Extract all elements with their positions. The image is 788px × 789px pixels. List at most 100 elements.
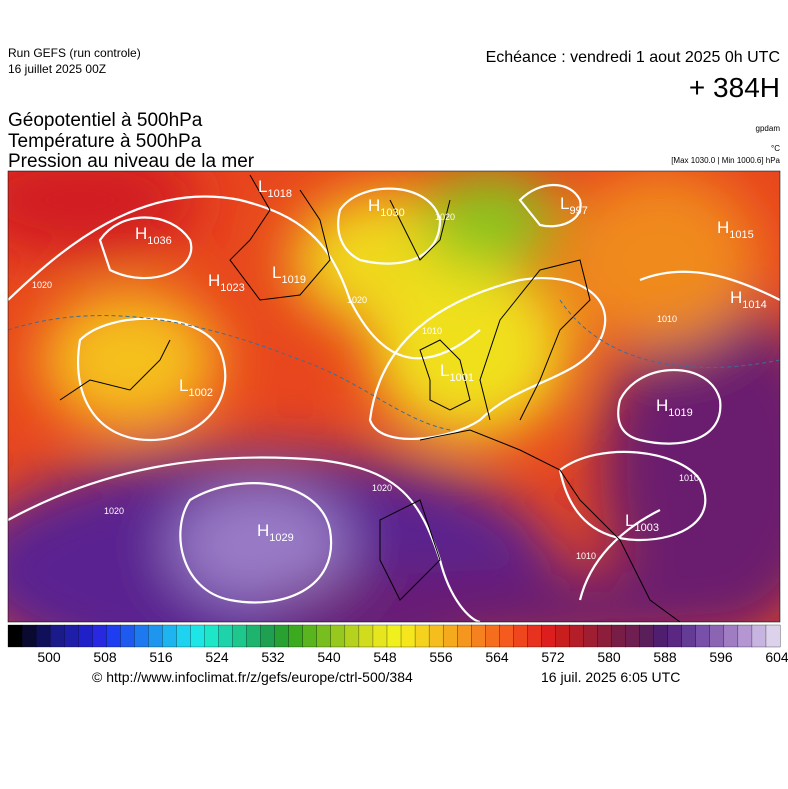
pressure-center: H1019 bbox=[656, 396, 693, 419]
colorbar-swatch bbox=[471, 624, 486, 648]
colorbar-swatch bbox=[92, 624, 107, 648]
colorbar-tick-label: 508 bbox=[93, 649, 117, 665]
colorbar-swatch bbox=[78, 624, 93, 648]
colorbar-swatch bbox=[148, 624, 163, 648]
colorbar-swatch bbox=[330, 624, 346, 648]
colorbar-tick-label: 564 bbox=[485, 649, 509, 665]
colorbar-tick-label: 596 bbox=[709, 649, 733, 665]
colorbar-swatch bbox=[428, 624, 444, 648]
colorbar-swatch bbox=[106, 624, 121, 648]
colorbar-tick-label: 588 bbox=[653, 649, 677, 665]
colorbar-tick-label: 532 bbox=[261, 649, 285, 665]
run-label: Run GEFS (run controle) bbox=[8, 46, 141, 60]
colorbar-swatch bbox=[49, 624, 65, 648]
colorbar-tick-label: 548 bbox=[373, 649, 397, 665]
colorbar-swatch bbox=[218, 624, 234, 648]
colorbar-swatch bbox=[583, 624, 598, 648]
colorbar-swatch bbox=[260, 624, 276, 648]
isobar-label: 1010 bbox=[576, 551, 596, 561]
colorbar-swatch bbox=[7, 624, 23, 648]
colorbar-swatch bbox=[442, 624, 458, 648]
valid-time: Echéance : vendredi 1 aout 2025 0h UTC bbox=[486, 49, 780, 66]
colorbar-swatch bbox=[597, 624, 613, 648]
colorbar: 500 508 516 524 532 540 548 556 564 572 580 588 596 6… bbox=[7, 624, 788, 665]
colorbar-swatch bbox=[288, 624, 304, 648]
colorbar-swatch bbox=[414, 624, 430, 648]
colorbar-swatch bbox=[485, 624, 500, 648]
pressure-center: L1003 bbox=[625, 511, 659, 534]
generated-time: 16 juil. 2025 6:05 UTC bbox=[541, 669, 680, 685]
pressure-center: H1030 bbox=[368, 196, 405, 219]
colorbar-swatch bbox=[709, 624, 725, 648]
colorbar-swatch bbox=[21, 624, 37, 648]
map: H1036 L1018 H1030 L997 H1015 H1023 L1019… bbox=[8, 171, 780, 622]
colorbar-swatch bbox=[555, 624, 570, 648]
colorbar-swatch bbox=[63, 624, 79, 648]
colorbar-swatch bbox=[204, 624, 219, 648]
colorbar-swatch bbox=[569, 624, 584, 648]
colorbar-swatch bbox=[302, 624, 318, 648]
colorbar-tick-label: 580 bbox=[597, 649, 621, 665]
colorbar-swatch bbox=[639, 624, 655, 648]
colorbar-swatch bbox=[400, 624, 416, 648]
colorbar-swatch bbox=[344, 624, 360, 648]
isobar-label: 1010 bbox=[422, 326, 442, 336]
colorbar-swatch bbox=[751, 624, 767, 648]
unit-label: °C bbox=[771, 144, 780, 153]
colorbar-swatch bbox=[625, 624, 641, 648]
unit-label: [Max 1030.0 | Min 1000.6] hPa bbox=[671, 156, 780, 165]
pressure-center: H1023 bbox=[208, 271, 245, 294]
unit-label: gpdam bbox=[756, 124, 781, 133]
pressure-center: L1001 bbox=[440, 361, 474, 384]
colorbar-tick-label: 500 bbox=[37, 649, 61, 665]
colorbar-swatch bbox=[499, 624, 514, 648]
temperature-field bbox=[8, 171, 780, 622]
colorbar-swatch bbox=[120, 624, 135, 648]
colorbar-swatch bbox=[232, 624, 248, 648]
colorbar-tick-label: 604 bbox=[765, 649, 788, 665]
colorbar-swatch bbox=[457, 624, 472, 648]
colorbar-swatch bbox=[134, 624, 149, 648]
pressure-center: H1014 bbox=[730, 288, 767, 311]
title: Géopotentiel à 500hPa bbox=[8, 110, 203, 131]
isobar-label: 1020 bbox=[32, 280, 52, 290]
pressure-center: H1015 bbox=[717, 218, 754, 241]
run-date: 16 juillet 2025 00Z bbox=[8, 62, 106, 76]
colorbar-swatch bbox=[386, 624, 402, 648]
colorbar-swatch bbox=[316, 624, 332, 648]
isobar-label: 1020 bbox=[435, 212, 455, 222]
isobar-label: 1010 bbox=[679, 473, 699, 483]
colorbar-swatch bbox=[372, 624, 388, 648]
colorbar-swatch bbox=[765, 624, 781, 648]
colorbar-swatch bbox=[681, 624, 697, 648]
colorbar-swatch bbox=[723, 624, 739, 648]
pressure-center: L997 bbox=[560, 194, 588, 217]
colorbar-swatch bbox=[190, 624, 205, 648]
colorbar-swatch bbox=[274, 624, 290, 648]
title: Température à 500hPa bbox=[8, 131, 202, 152]
isobar-label: 1020 bbox=[372, 483, 392, 493]
colorbar-swatch bbox=[513, 624, 528, 648]
colorbar-tick-label: 524 bbox=[205, 649, 229, 665]
colorbar-tick-label: 572 bbox=[541, 649, 565, 665]
coastlines bbox=[59, 174, 681, 622]
colorbar-swatch bbox=[737, 624, 753, 648]
isobar-label: 1020 bbox=[347, 295, 367, 305]
map-frame bbox=[7, 170, 781, 623]
pressure-center: L1002 bbox=[179, 376, 213, 399]
colorbar-swatch bbox=[527, 624, 542, 648]
colorbar-swatch bbox=[695, 624, 711, 648]
isobar-label: 1020 bbox=[104, 506, 124, 516]
colorbar-swatch bbox=[611, 624, 627, 648]
colorbar-swatch bbox=[246, 624, 262, 648]
pressure-center: H1036 bbox=[135, 224, 172, 247]
colorbar-swatch bbox=[541, 624, 556, 648]
colorbar-swatch bbox=[667, 624, 683, 648]
colorbar-tick-label: 556 bbox=[429, 649, 453, 665]
isobar-label: 1010 bbox=[657, 314, 677, 324]
colorbar-swatch bbox=[35, 624, 51, 648]
colorbar-swatch bbox=[653, 624, 669, 648]
colorbar-tick-label: 516 bbox=[149, 649, 173, 665]
pressure-center: L1019 bbox=[272, 263, 306, 286]
